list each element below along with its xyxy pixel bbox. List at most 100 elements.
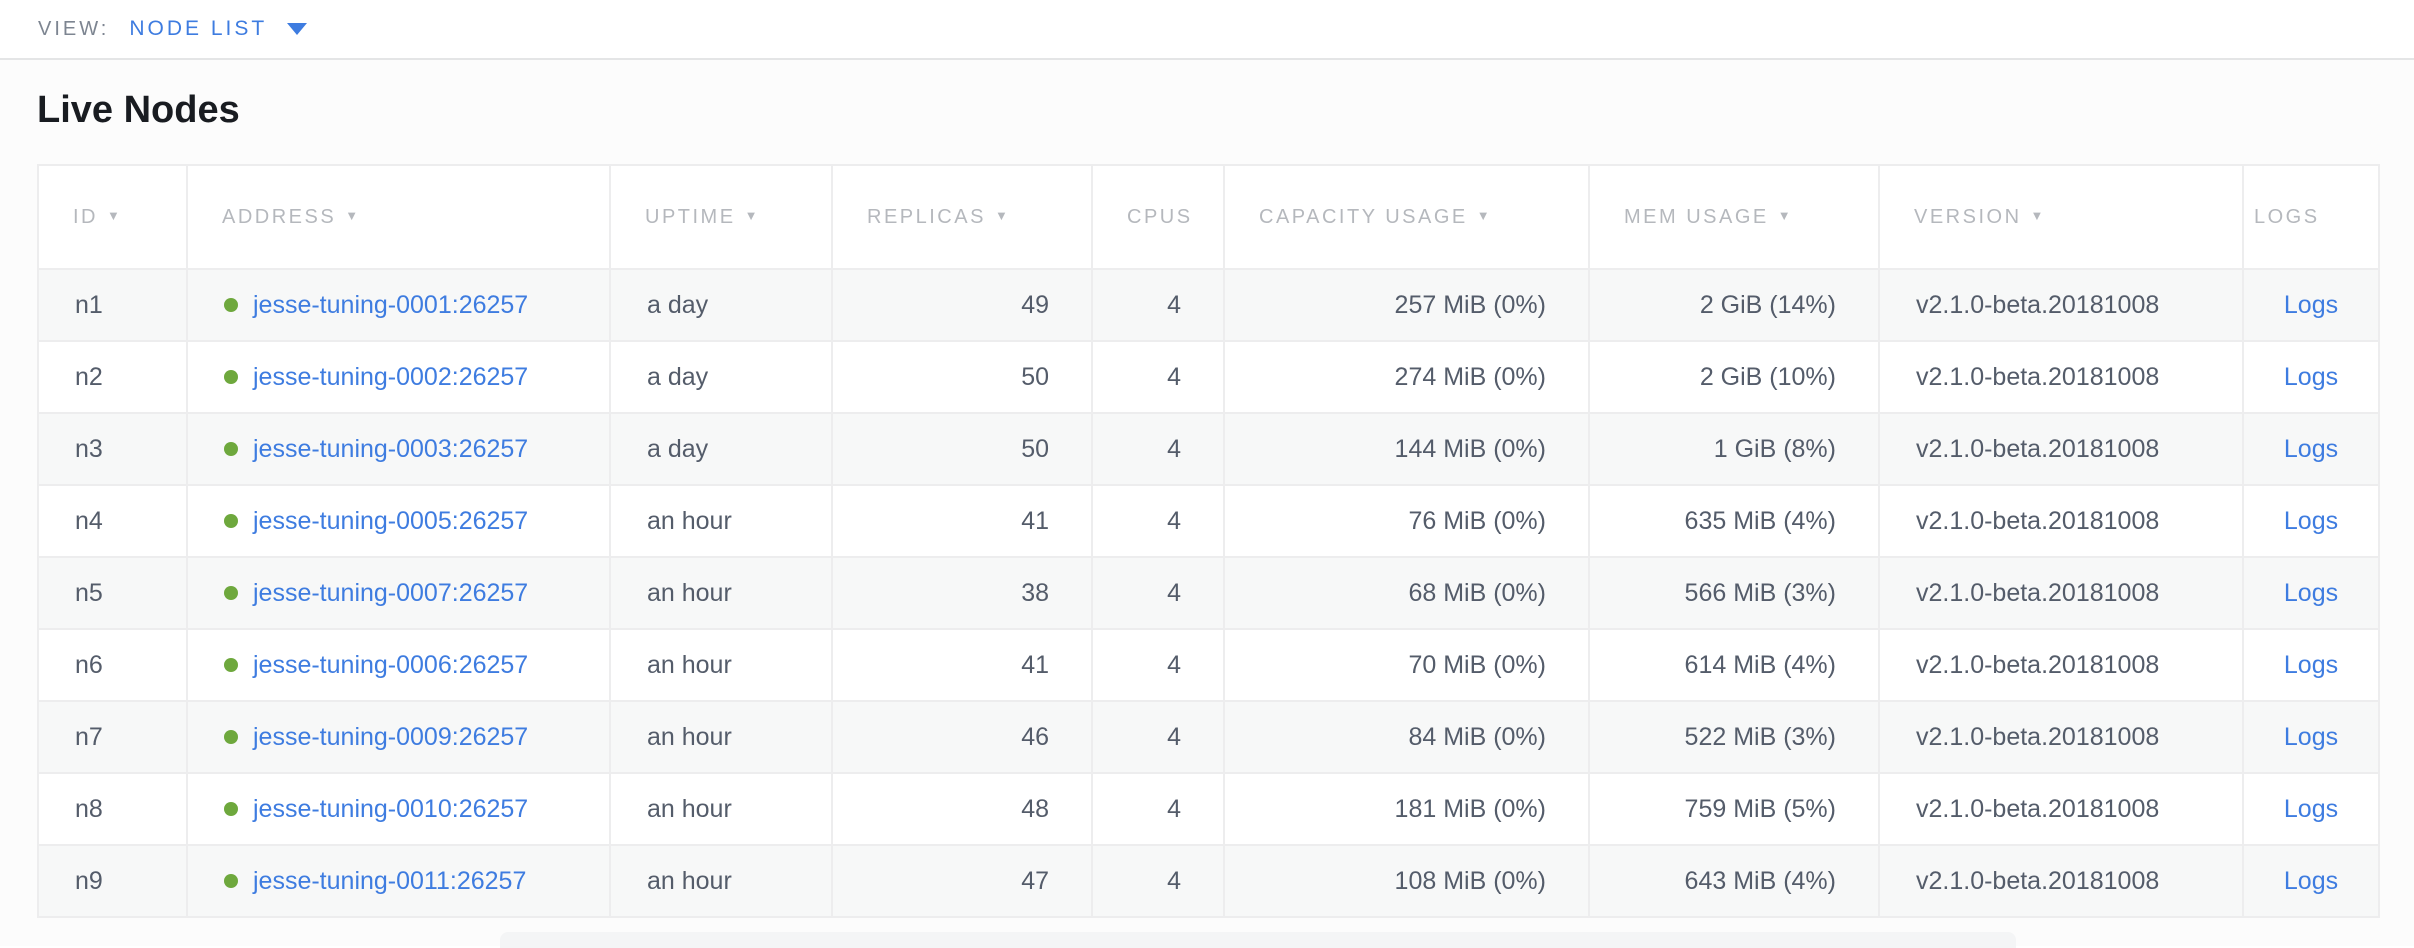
page-title: Live Nodes — [37, 89, 240, 131]
cell-capacity-usage: 257 MiB (0%) — [1223, 268, 1590, 342]
logs-link[interactable]: Logs — [2283, 650, 2339, 679]
node-address-link[interactable]: jesse-tuning-0009:26257 — [253, 722, 529, 751]
logs-link[interactable]: Logs — [2283, 506, 2339, 535]
table-body: n1 jesse-tuning-0001:26257 a day 49 4 25… — [37, 268, 2380, 918]
table-row: n9 jesse-tuning-0011:26257 an hour 47 4 … — [37, 844, 2380, 918]
cell-mem-usage: 1 GiB (8%) — [1588, 412, 1880, 486]
cell-mem-usage: 522 MiB (3%) — [1588, 700, 1880, 774]
node-live-status-icon — [224, 801, 238, 816]
cell-replicas: 38 — [831, 556, 1093, 630]
cell-cpus: 4 — [1091, 340, 1225, 414]
column-header-mem[interactable]: MEM USAGE ▼ — [1588, 164, 1880, 270]
live-nodes-table: ID ▼ ADDRESS ▼ UPTIME ▼ REPLICAS ▼ CPUS CAPA… — [37, 164, 2380, 918]
cell-node-id: n1 — [37, 268, 188, 342]
node-live-status-icon — [224, 585, 238, 600]
logs-link[interactable]: Logs — [2283, 434, 2339, 463]
cell-address: jesse-tuning-0009:26257 — [186, 700, 611, 774]
cell-address: jesse-tuning-0003:26257 — [186, 412, 611, 486]
node-address-link[interactable]: jesse-tuning-0010:26257 — [253, 794, 529, 823]
cell-address: jesse-tuning-0007:26257 — [186, 556, 611, 630]
cell-logs: Logs — [2242, 340, 2380, 414]
cell-mem-usage: 2 GiB (14%) — [1588, 268, 1880, 342]
column-header-id[interactable]: ID ▼ — [37, 164, 188, 270]
cell-logs: Logs — [2242, 844, 2380, 918]
cell-version: v2.1.0-beta.20181008 — [1878, 412, 2244, 486]
table-header-row: ID ▼ ADDRESS ▼ UPTIME ▼ REPLICAS ▼ CPUS CAPA… — [37, 164, 2380, 270]
cell-version: v2.1.0-beta.20181008 — [1878, 340, 2244, 414]
logs-link[interactable]: Logs — [2283, 290, 2339, 319]
column-header-address[interactable]: ADDRESS ▼ — [186, 164, 611, 270]
column-header-replicas[interactable]: REPLICAS ▼ — [831, 164, 1093, 270]
cell-version: v2.1.0-beta.20181008 — [1878, 556, 2244, 630]
view-bar: VIEW: NODE LIST — [0, 0, 2414, 60]
cell-address: jesse-tuning-0006:26257 — [186, 628, 611, 702]
cell-uptime: an hour — [609, 628, 833, 702]
chevron-down-icon — [287, 23, 308, 35]
cell-cpus: 4 — [1091, 412, 1225, 486]
node-live-status-icon — [224, 513, 238, 528]
sort-descending-icon: ▼ — [744, 207, 760, 223]
cell-mem-usage: 2 GiB (10%) — [1588, 340, 1880, 414]
cell-capacity-usage: 144 MiB (0%) — [1223, 412, 1590, 486]
column-header-uptime[interactable]: UPTIME ▼ — [609, 164, 833, 270]
logs-link[interactable]: Logs — [2283, 722, 2339, 751]
cell-address: jesse-tuning-0002:26257 — [186, 340, 611, 414]
node-address-link[interactable]: jesse-tuning-0011:26257 — [253, 866, 527, 895]
view-selected-value: NODE LIST — [129, 17, 268, 40]
cell-cpus: 4 — [1091, 556, 1225, 630]
cell-node-id: n2 — [37, 340, 188, 414]
cell-replicas: 41 — [831, 484, 1093, 558]
logs-link[interactable]: Logs — [2283, 794, 2339, 823]
cell-cpus: 4 — [1091, 772, 1225, 846]
cell-version: v2.1.0-beta.20181008 — [1878, 844, 2244, 918]
cell-address: jesse-tuning-0005:26257 — [186, 484, 611, 558]
column-header-logs: LOGS — [2242, 164, 2380, 270]
column-header-cpus: CPUS — [1091, 164, 1225, 270]
node-live-status-icon — [224, 297, 238, 312]
cell-replicas: 46 — [831, 700, 1093, 774]
node-live-status-icon — [224, 873, 238, 888]
view-label: VIEW: — [38, 17, 110, 40]
horizontal-scrollbar-track[interactable] — [500, 932, 2016, 948]
sort-descending-icon: ▼ — [994, 207, 1011, 223]
cell-mem-usage: 566 MiB (3%) — [1588, 556, 1880, 630]
table-row: n4 jesse-tuning-0005:26257 an hour 41 4 … — [37, 484, 2380, 558]
cell-replicas: 48 — [831, 772, 1093, 846]
cell-capacity-usage: 70 MiB (0%) — [1223, 628, 1590, 702]
cell-replicas: 41 — [831, 628, 1093, 702]
logs-link[interactable]: Logs — [2283, 362, 2339, 391]
node-address-link[interactable]: jesse-tuning-0003:26257 — [253, 434, 529, 463]
logs-link[interactable]: Logs — [2283, 866, 2339, 895]
cell-mem-usage: 759 MiB (5%) — [1588, 772, 1880, 846]
cell-capacity-usage: 68 MiB (0%) — [1223, 556, 1590, 630]
cell-logs: Logs — [2242, 412, 2380, 486]
table-row: n8 jesse-tuning-0010:26257 an hour 48 4 … — [37, 772, 2380, 846]
cell-uptime: an hour — [609, 772, 833, 846]
node-address-link[interactable]: jesse-tuning-0002:26257 — [253, 362, 529, 391]
node-address-link[interactable]: jesse-tuning-0006:26257 — [253, 650, 529, 679]
node-address-link[interactable]: jesse-tuning-0007:26257 — [253, 578, 529, 607]
table-row: n1 jesse-tuning-0001:26257 a day 49 4 25… — [37, 268, 2380, 342]
sort-descending-icon: ▼ — [2030, 207, 2046, 223]
cell-version: v2.1.0-beta.20181008 — [1878, 268, 2244, 342]
cell-logs: Logs — [2242, 484, 2380, 558]
cell-logs: Logs — [2242, 772, 2380, 846]
cell-node-id: n9 — [37, 844, 188, 918]
table-header: ID ▼ ADDRESS ▼ UPTIME ▼ REPLICAS ▼ CPUS CAPA… — [37, 164, 2380, 270]
cell-cpus: 4 — [1091, 844, 1225, 918]
cell-cpus: 4 — [1091, 628, 1225, 702]
sort-descending-icon: ▼ — [1777, 207, 1794, 223]
cell-address: jesse-tuning-0001:26257 — [186, 268, 611, 342]
cell-uptime: an hour — [609, 484, 833, 558]
column-header-version[interactable]: VERSION ▼ — [1878, 164, 2244, 270]
column-header-capacity[interactable]: CAPACITY USAGE ▼ — [1223, 164, 1590, 270]
node-address-link[interactable]: jesse-tuning-0005:26257 — [253, 506, 529, 535]
table-row: n6 jesse-tuning-0006:26257 an hour 41 4 … — [37, 628, 2380, 702]
logs-link[interactable]: Logs — [2283, 578, 2339, 607]
live-nodes-section: Live Nodes ID ▼ ADDRESS ▼ UPTIME ▼ REPLICAS… — [0, 60, 2414, 946]
cell-node-id: n7 — [37, 700, 188, 774]
view-selector[interactable]: NODE LIST — [129, 17, 308, 41]
cell-node-id: n6 — [37, 628, 188, 702]
cell-node-id: n4 — [37, 484, 188, 558]
node-address-link[interactable]: jesse-tuning-0001:26257 — [253, 290, 529, 319]
